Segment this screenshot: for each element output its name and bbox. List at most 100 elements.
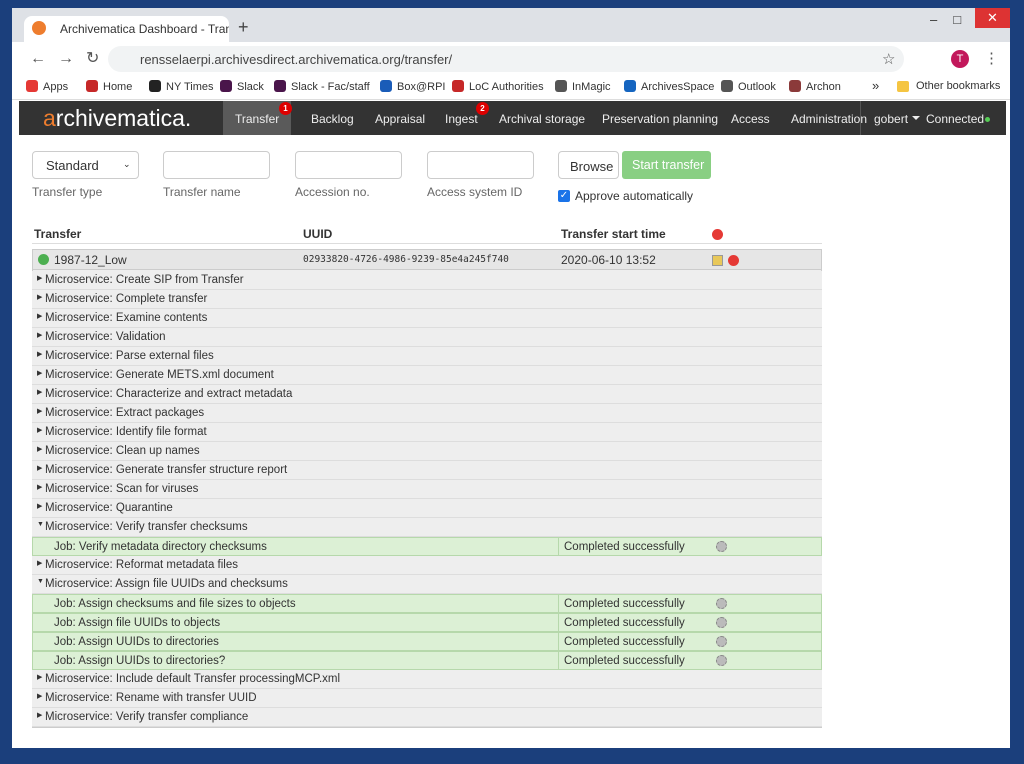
user-menu[interactable]: gobert — [874, 112, 909, 126]
remove-all-icon[interactable] — [712, 229, 723, 240]
gear-icon[interactable] — [716, 598, 727, 609]
new-tab[interactable]: + — [238, 17, 249, 37]
remove-icon[interactable] — [728, 255, 739, 266]
expand-toggle: ▶ — [37, 408, 43, 415]
microservice-row[interactable]: ▶ Microservice: Include default Transfer … — [32, 670, 822, 689]
microservice-row[interactable]: ▶ Microservice: Characterize and extract … — [32, 385, 822, 404]
column-header: Transfer start time — [561, 227, 666, 241]
nav-item[interactable]: Backlog — [311, 112, 354, 126]
microservice-row[interactable]: ▶ Microservice: Verify transfer complianc… — [32, 708, 822, 727]
microservice-row[interactable]: ▶ Microservice: Examine contents — [32, 309, 822, 328]
job-status: Completed successfully — [558, 652, 719, 676]
bookmark-overflow[interactable]: » — [872, 78, 880, 93]
bookmark[interactable]: Home — [86, 80, 132, 93]
microservice-row[interactable]: ▶ Microservice: Generate METS.xml documen… — [32, 366, 822, 385]
text-input[interactable] — [427, 151, 534, 179]
nav-item[interactable]: Appraisal — [375, 112, 426, 126]
text-input[interactable] — [295, 151, 402, 179]
gear-icon[interactable] — [716, 541, 727, 552]
microservice-row[interactable]: ▶ Microservice: Create SIP from Transfer — [32, 271, 822, 290]
nav-buttons[interactable]: ←→↻ — [30, 50, 112, 67]
bookmark-icon — [149, 80, 161, 92]
microservice-row[interactable]: ▶ Microservice: Complete transfer — [32, 290, 822, 309]
row-label: Job: Assign UUIDs to directories? — [54, 655, 226, 667]
microservice-row[interactable]: ▶ Microservice: Reformat metadata files — [32, 556, 822, 575]
nav-item[interactable]: Ingest — [445, 112, 478, 126]
bookmark[interactable]: ArchivesSpace — [624, 80, 714, 93]
job-row[interactable]: Job: Assign checksums and file sizes to … — [32, 594, 822, 619]
job-status: Completed successfully — [558, 614, 719, 638]
expand-toggle: ▶ — [37, 503, 43, 510]
app-nav: archivematica. Transfer 1 Backlog Appraisal… — [19, 101, 1006, 135]
microservice-row[interactable]: ▶ Microservice: Parse external files — [32, 347, 822, 366]
logo[interactable]: archivematica. — [43, 105, 192, 131]
tab[interactable]: Archivematica Dashboard - Trans — [24, 16, 229, 42]
job-row[interactable]: Job: Assign file UUIDs to objects Complet… — [32, 613, 822, 638]
microservice-row[interactable]: ▶ Microservice: Rename with transfer UUID — [32, 689, 822, 708]
bookmark[interactable]: Apps — [26, 80, 68, 93]
nav-item[interactable]: Preservation planning — [602, 112, 719, 126]
microservice-row[interactable]: ▶ Microservice: Identify file format — [32, 423, 822, 442]
transfer-type-select[interactable]: Standard ⌄ — [32, 151, 139, 179]
microservice-row[interactable]: ▶ Microservice: Extract packages — [32, 404, 822, 423]
checkbox[interactable]: ✓ — [558, 190, 570, 202]
browser-window: Archivematica Dashboard - Trans + –□ ✕ ←… — [12, 8, 1010, 748]
gear-icon[interactable] — [716, 636, 727, 647]
microservice-row[interactable]: ▼ Microservice: Verify transfer checksums — [32, 518, 822, 537]
bookmark[interactable]: NY Times — [149, 80, 213, 93]
start-button[interactable]: Start transfer — [622, 151, 711, 179]
other-bookmarks[interactable]: Other bookmarks — [916, 80, 1001, 92]
tab-title: Archivematica Dashboard - Trans — [60, 22, 229, 36]
row-label: Microservice: Assign file UUIDs and chec… — [45, 578, 288, 590]
metadata-icon[interactable] — [712, 255, 723, 266]
nav-item[interactable]: Archival storage — [499, 112, 586, 126]
close-button[interactable]: ✕ — [975, 8, 1010, 28]
microservice-row[interactable]: ▶ Microservice: Clean up names — [32, 442, 822, 461]
bookmark-label: ArchivesSpace — [641, 81, 715, 93]
profile[interactable]: T — [951, 50, 969, 68]
menu[interactable]: ⋮ — [984, 50, 999, 67]
row-label: Microservice: Verify transfer compliance — [45, 711, 249, 723]
microservice-row[interactable]: ▶ Microservice: Generate transfer structu… — [32, 461, 822, 480]
bookmark[interactable]: Box@RPI — [380, 80, 445, 93]
expand-toggle: ▼ — [37, 578, 44, 585]
bookmark[interactable]: InMagic — [555, 80, 611, 93]
bookmark[interactable]: Outlook — [721, 80, 776, 93]
nav-item[interactable]: Access — [731, 112, 770, 126]
gear-icon[interactable] — [716, 655, 727, 666]
microservice-row[interactable]: ▶ Microservice: Quarantine — [32, 499, 822, 518]
star[interactable]: ☆ — [882, 51, 896, 68]
bookmark-icon — [274, 80, 286, 92]
status-ok — [38, 254, 49, 265]
job-row[interactable]: Job: Assign UUIDs to directories Complete… — [32, 632, 822, 657]
job-row[interactable]: Job: Verify metadata directory checksums… — [32, 537, 822, 562]
bookmark[interactable]: Archon — [789, 80, 841, 93]
profile-initial: T — [956, 53, 964, 65]
job-row[interactable]: Job: Assign UUIDs to directories? Complet… — [32, 651, 822, 676]
bookmark-icon — [380, 80, 392, 92]
bookmark[interactable]: LoC Authorities — [452, 80, 544, 93]
bookmark-icon — [624, 80, 636, 92]
bookmark-icon — [26, 80, 38, 92]
window-controls[interactable]: –□ — [930, 12, 978, 27]
microservice-row[interactable]: ▶ Microservice: Validation — [32, 328, 822, 347]
caret — [912, 116, 920, 124]
microservice-row[interactable]: ▶ Microservice: Scan for viruses — [32, 480, 822, 499]
bookmark[interactable]: Slack — [220, 80, 264, 93]
field-label: Accession no. — [295, 185, 370, 199]
expand-toggle: ▶ — [37, 275, 43, 282]
job-status: Completed successfully — [558, 633, 719, 657]
expand-toggle: ▶ — [37, 313, 43, 320]
nav-item[interactable]: Administration — [791, 112, 868, 126]
bookmark-label: Outlook — [738, 81, 776, 93]
expand-toggle: ▶ — [37, 446, 43, 453]
transfer-type-value: Standard — [46, 158, 99, 173]
bookmark[interactable]: Slack - Fac/staff — [274, 80, 370, 93]
text-input[interactable] — [163, 151, 270, 179]
gear-icon[interactable] — [716, 617, 727, 628]
browse-button[interactable]: Browse — [558, 151, 619, 179]
microservice-row[interactable]: ▼ Microservice: Assign file UUIDs and che… — [32, 575, 822, 594]
row-label: Microservice: Validation — [45, 331, 166, 343]
url-box[interactable]: rensselaerpi.archivesdirect.archivematic… — [108, 46, 904, 72]
